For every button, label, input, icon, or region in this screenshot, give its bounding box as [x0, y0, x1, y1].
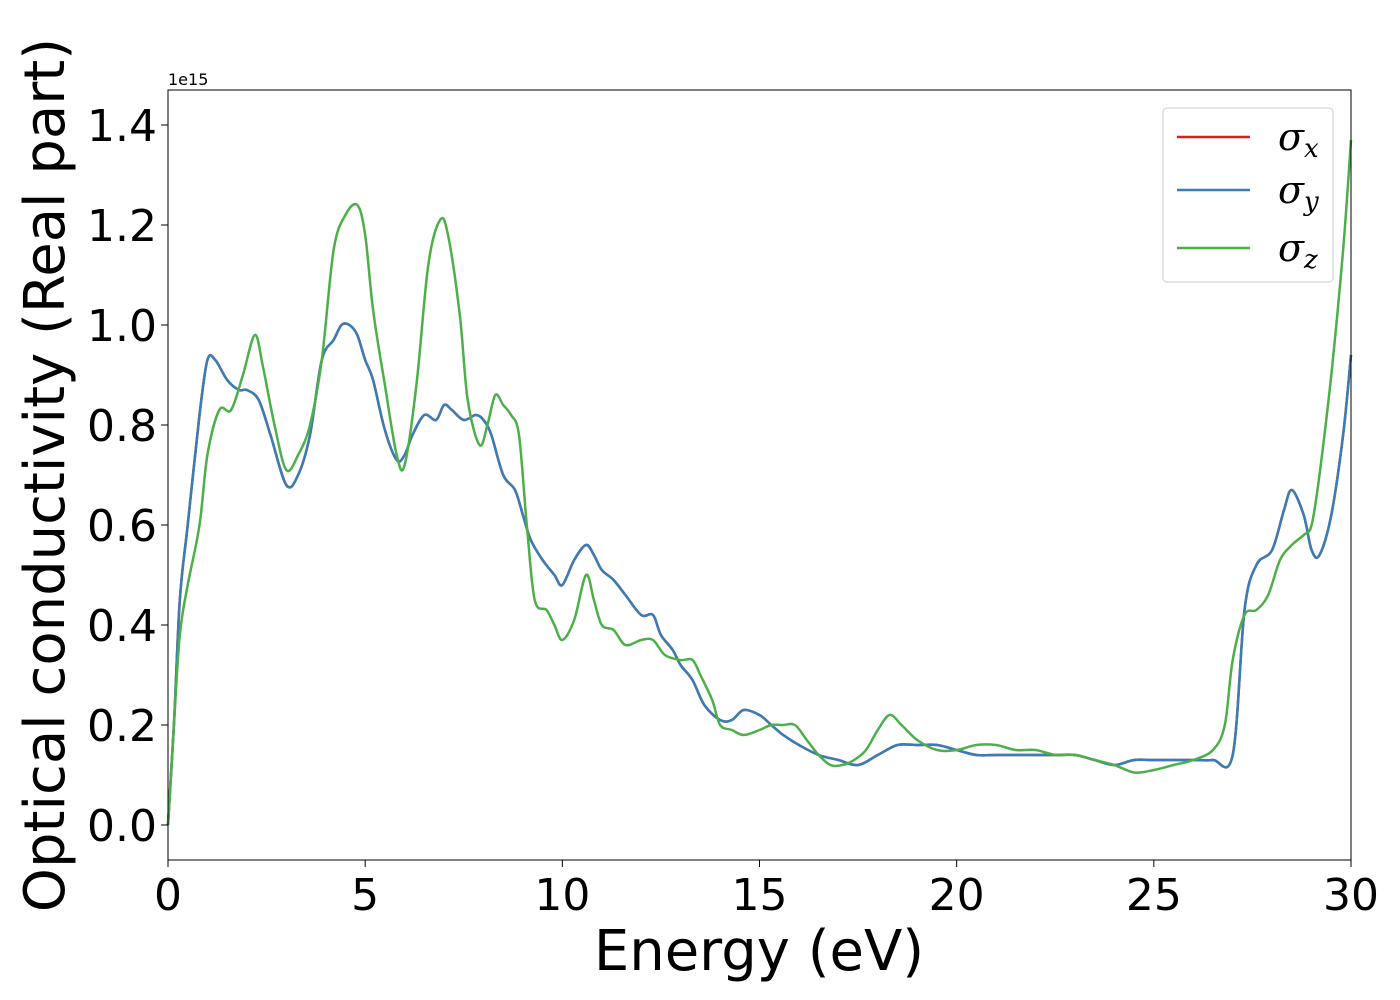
y-axis-ticks: 0.0 0.2 0.4 0.6 0.8 1.0 1.2 1.4	[87, 101, 168, 852]
y-tick-label: 0.6	[87, 501, 157, 552]
x-tick-label: 30	[1323, 870, 1379, 921]
y-tick-label: 1.0	[87, 301, 157, 352]
series-lines	[166, 139, 1353, 826]
series-line-z	[166, 139, 1353, 826]
y-axis-offset-text: 1e15	[168, 70, 208, 89]
legend-box	[1162, 107, 1334, 283]
y-axis-label: Optical conductivity (Real part)	[13, 38, 78, 912]
y-tick-label: 1.4	[87, 101, 157, 152]
x-tick-label: 15	[732, 870, 788, 921]
x-tick-label: 10	[534, 870, 590, 921]
x-tick-label: 5	[351, 870, 379, 921]
y-tick-label: 0.8	[87, 401, 157, 452]
y-tick-label: 0.2	[87, 701, 157, 752]
y-tick-label: 0.4	[87, 601, 157, 652]
y-tick-label: 1.2	[87, 201, 157, 252]
x-tick-label: 20	[929, 870, 985, 921]
x-axis-label: Energy (eV)	[594, 919, 924, 984]
y-tick-label: 0.0	[87, 801, 157, 852]
x-tick-label: 0	[154, 870, 182, 921]
x-axis-ticks: 0 5 10 15 20 25 30	[154, 860, 1379, 921]
x-tick-label: 25	[1126, 870, 1182, 921]
